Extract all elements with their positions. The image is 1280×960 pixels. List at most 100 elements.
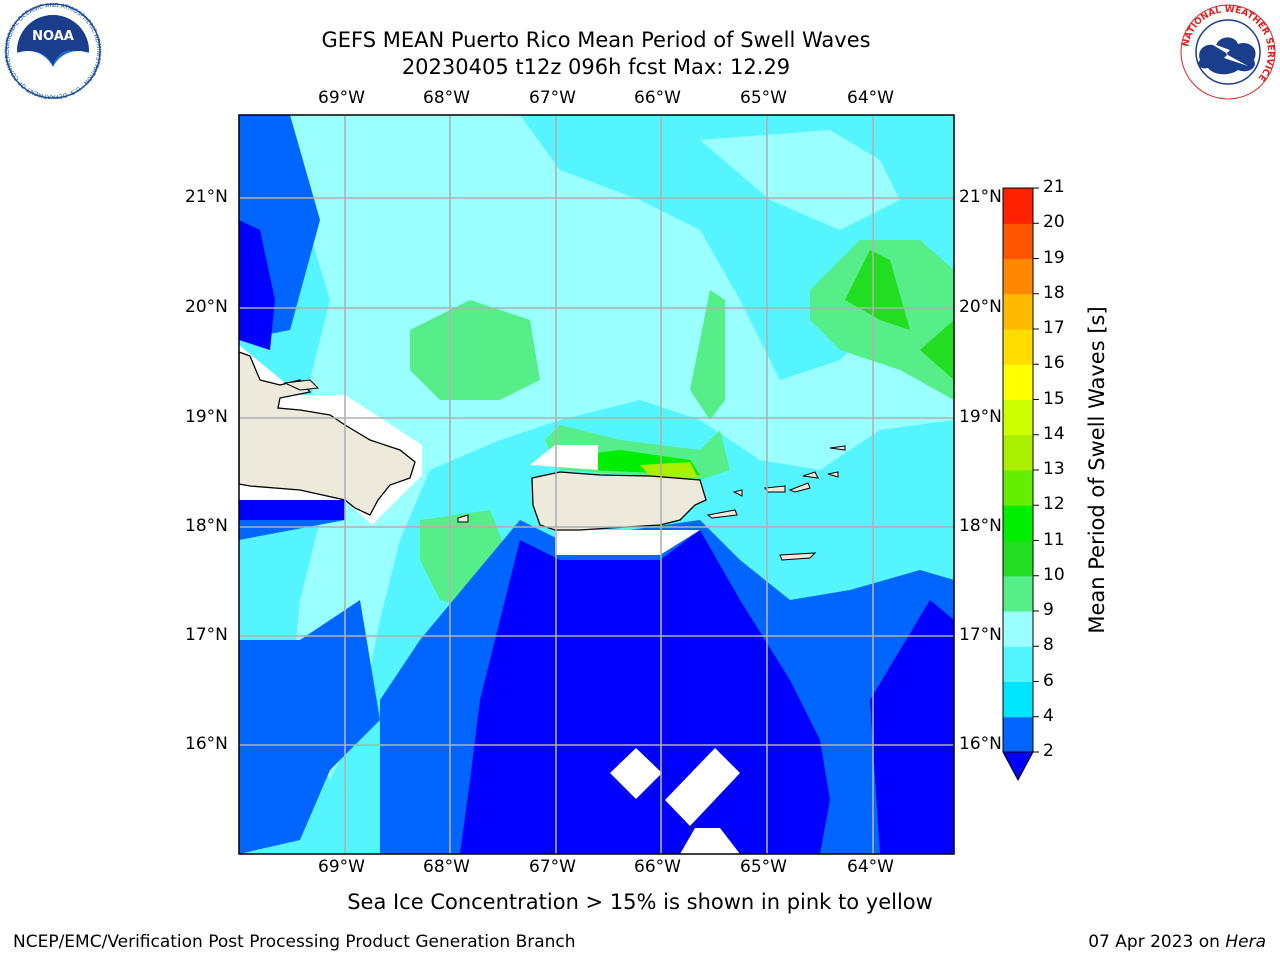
sea-ice-caption: Sea Ice Concentration > 15% is shown in … (347, 890, 933, 914)
graticule (239, 115, 954, 854)
lat-label-left: 18°N (185, 516, 228, 536)
field-lt2d (870, 600, 954, 854)
footer-date: 07 Apr 2023 on Hera (1088, 932, 1266, 952)
colorbar-tick-label: 12 (1043, 494, 1065, 515)
map-title: GEFS MEAN Puerto Rico Mean Period of Swe… (321, 28, 871, 52)
lat-label-left: 17°N (185, 625, 228, 645)
nodata-1 (610, 748, 662, 799)
lon-label-bottom: 67°W (529, 857, 576, 877)
lon-label-bottom: 68°W (423, 857, 470, 877)
colorbar-tick-label: 20 (1043, 212, 1065, 233)
colorbar-tick-label: 4 (1043, 705, 1054, 726)
colorbar-segment (1003, 329, 1033, 365)
lon-label-top: 65°W (740, 88, 787, 108)
land-virgin-gorda (802, 471, 819, 479)
field-10-11 (845, 250, 910, 330)
lat-label-left: 21°N (185, 187, 228, 207)
colorbar-tick-label: 18 (1043, 282, 1065, 303)
field-8-9 (290, 115, 954, 780)
lat-label-right: 16°N (959, 734, 1002, 754)
land-st-martin (827, 471, 839, 478)
noaa-logo-text: NOAA (32, 29, 74, 44)
colorbar-tick-label: 14 (1043, 423, 1065, 444)
colorbar-tick-label: 17 (1043, 318, 1065, 338)
colorbar-tick-label: 2 (1043, 741, 1054, 761)
lat-label-right: 20°N (959, 297, 1002, 317)
colorbar-tick-label: 8 (1043, 635, 1054, 656)
colorbar-segment (1003, 470, 1033, 506)
colorbar-segment (1003, 293, 1033, 330)
lat-label-left: 16°N (185, 734, 228, 754)
footer-date-text: 07 Apr 2023 on (1088, 932, 1226, 952)
field-lt2a (239, 220, 275, 350)
colorbar-segment (1003, 223, 1033, 259)
land-tortola (788, 482, 811, 493)
colorbar-tick-label: 11 (1043, 529, 1065, 550)
colorbar-segment (1003, 540, 1033, 577)
colorbar-segment (1003, 681, 1033, 718)
lon-label-bottom: 66°W (634, 857, 681, 877)
colorbar-tick-label: 6 (1043, 670, 1054, 691)
noaa-logo: NATIONAL OCEANIC AND ATMOSPHERIC ADMINIS… (3, 3, 102, 99)
colorbar-segment (1003, 188, 1033, 224)
lat-label-right: 21°N (959, 187, 1002, 207)
field-9-10d (690, 290, 725, 420)
nodata-2 (665, 748, 740, 826)
colorbar-segment (1003, 505, 1033, 541)
map-subtitle: 20230405 t12z 096h fcst Max: 12.29 (401, 55, 791, 79)
nodata-5 (555, 530, 700, 555)
land-mona (457, 514, 469, 523)
lon-label-top: 64°W (847, 88, 894, 108)
land-vieques (706, 509, 738, 519)
map-field (239, 115, 954, 854)
lat-label-right: 19°N (959, 407, 1002, 427)
field-lt2b (239, 500, 345, 520)
lon-label-top: 69°W (318, 88, 365, 108)
field-8-9b (700, 130, 900, 230)
land-tortuga (283, 379, 320, 391)
colorbar-tick-label: 19 (1043, 247, 1065, 268)
colorbar-extend (1002, 751, 1034, 782)
field-9-10 (410, 300, 540, 400)
map-frame (238, 114, 955, 855)
lat-label-right: 18°N (959, 516, 1002, 536)
colorbar-segment (1003, 646, 1033, 682)
field-2-4e (239, 130, 260, 250)
nodata-4 (530, 445, 598, 470)
colorbar-segment (1003, 716, 1033, 753)
colorbar-segment (1003, 611, 1033, 647)
lon-label-top: 67°W (529, 88, 576, 108)
colorbar (1002, 187, 1039, 782)
colorbar-tick-label: 16 (1043, 353, 1065, 374)
colorbar-segment (1003, 364, 1033, 400)
footer-machine: Hera (1225, 932, 1266, 952)
colorbar-segment (1003, 575, 1033, 612)
land-anguilla (829, 445, 846, 451)
field-12-13 (640, 462, 698, 478)
lon-label-bottom: 65°W (740, 857, 787, 877)
footer-branch: NCEP/EMC/Verification Post Processing Pr… (13, 932, 576, 952)
lon-label-top: 66°W (634, 88, 681, 108)
lon-label-top: 68°W (423, 88, 470, 108)
colorbar-segment (1003, 258, 1033, 295)
lon-label-bottom: 69°W (318, 857, 365, 877)
nodata-3 (680, 828, 740, 854)
colorbar-tick-label: 13 (1043, 459, 1065, 479)
colorbar-tick-label: 10 (1043, 564, 1065, 585)
lon-label-bottom: 64°W (847, 857, 894, 877)
colorbar-segment (1003, 399, 1033, 436)
colorbar-label: Mean Period of Swell Waves [s] (1085, 306, 1109, 634)
land-culebra (732, 489, 743, 497)
lat-label-right: 17°N (959, 625, 1002, 645)
colorbar-tick-label: 9 (1043, 600, 1054, 620)
lat-label-left: 19°N (185, 407, 228, 427)
nws-logo: NATIONAL WEATHER SERVICE (1180, 4, 1276, 100)
lat-label-left: 20°N (185, 297, 228, 317)
colorbar-segment (1003, 434, 1033, 471)
land-st-croix (779, 552, 817, 561)
field-10-11b (920, 320, 954, 380)
colorbar-tick-label: 21 (1043, 177, 1065, 197)
colorbar-tick-label: 15 (1043, 388, 1065, 409)
land-hispaniola (239, 351, 416, 516)
